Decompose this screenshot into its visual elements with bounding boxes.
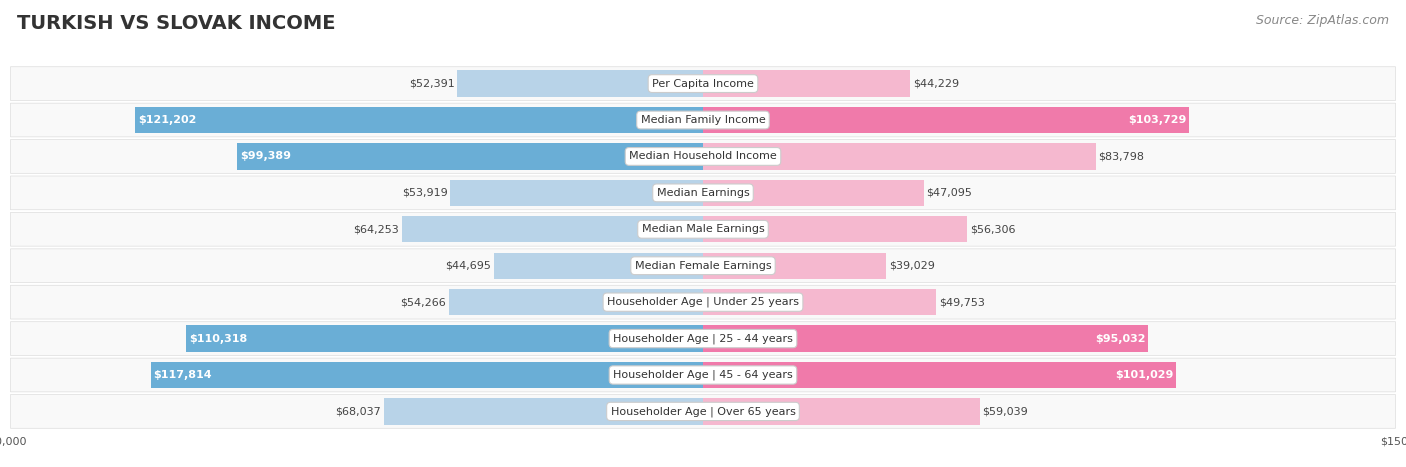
Bar (402, 216, 703, 242)
Text: $39,029: $39,029 (889, 261, 935, 271)
Bar (703, 325, 1149, 352)
FancyBboxPatch shape (10, 395, 1396, 428)
Text: $59,039: $59,039 (983, 406, 1028, 417)
Text: Median Female Earnings: Median Female Earnings (634, 261, 772, 271)
FancyBboxPatch shape (10, 176, 1396, 210)
Legend: Turkish, Slovak: Turkish, Slovak (630, 466, 776, 467)
Text: $103,729: $103,729 (1128, 115, 1187, 125)
Bar (238, 143, 703, 170)
Text: $99,389: $99,389 (240, 151, 291, 162)
Bar (703, 253, 886, 279)
Text: Householder Age | 45 - 64 years: Householder Age | 45 - 64 years (613, 370, 793, 380)
Bar (703, 289, 936, 315)
Bar (703, 398, 980, 425)
Text: $44,229: $44,229 (912, 78, 959, 89)
Bar (186, 325, 703, 352)
FancyBboxPatch shape (10, 358, 1396, 392)
Text: $44,695: $44,695 (444, 261, 491, 271)
Text: $117,814: $117,814 (153, 370, 212, 380)
Text: Householder Age | 25 - 44 years: Householder Age | 25 - 44 years (613, 333, 793, 344)
Text: Median Family Income: Median Family Income (641, 115, 765, 125)
Text: Householder Age | Over 65 years: Householder Age | Over 65 years (610, 406, 796, 417)
Text: $83,798: $83,798 (1098, 151, 1144, 162)
FancyBboxPatch shape (10, 103, 1396, 137)
Text: Per Capita Income: Per Capita Income (652, 78, 754, 89)
Text: $47,095: $47,095 (927, 188, 973, 198)
Bar (703, 216, 967, 242)
Bar (703, 362, 1177, 388)
Text: $64,253: $64,253 (353, 224, 399, 234)
Text: $49,753: $49,753 (939, 297, 984, 307)
Text: $110,318: $110,318 (188, 333, 247, 344)
FancyBboxPatch shape (10, 212, 1396, 246)
FancyBboxPatch shape (10, 140, 1396, 173)
FancyBboxPatch shape (10, 67, 1396, 100)
Bar (150, 362, 703, 388)
Bar (384, 398, 703, 425)
Bar (703, 180, 924, 206)
Text: $95,032: $95,032 (1095, 333, 1146, 344)
Text: $52,391: $52,391 (409, 78, 454, 89)
FancyBboxPatch shape (10, 249, 1396, 283)
Text: $68,037: $68,037 (336, 406, 381, 417)
Text: Median Earnings: Median Earnings (657, 188, 749, 198)
Text: $53,919: $53,919 (402, 188, 447, 198)
FancyBboxPatch shape (10, 322, 1396, 355)
Text: $121,202: $121,202 (138, 115, 197, 125)
Text: Source: ZipAtlas.com: Source: ZipAtlas.com (1256, 14, 1389, 27)
Bar (457, 71, 703, 97)
Text: Median Male Earnings: Median Male Earnings (641, 224, 765, 234)
Bar (135, 107, 703, 133)
Text: $56,306: $56,306 (970, 224, 1015, 234)
Text: Householder Age | Under 25 years: Householder Age | Under 25 years (607, 297, 799, 307)
Text: Median Household Income: Median Household Income (628, 151, 778, 162)
Bar (703, 71, 910, 97)
Text: $54,266: $54,266 (401, 297, 446, 307)
Bar (703, 107, 1189, 133)
Text: $101,029: $101,029 (1115, 370, 1174, 380)
Bar (449, 289, 703, 315)
Bar (450, 180, 703, 206)
Text: TURKISH VS SLOVAK INCOME: TURKISH VS SLOVAK INCOME (17, 14, 336, 33)
Bar (703, 143, 1095, 170)
Bar (494, 253, 703, 279)
FancyBboxPatch shape (10, 285, 1396, 319)
